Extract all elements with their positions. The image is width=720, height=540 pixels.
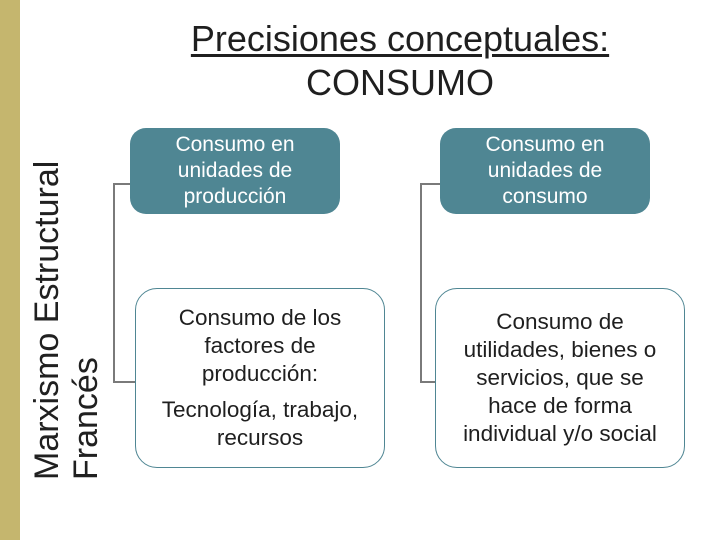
connector-left-vertical bbox=[113, 183, 115, 383]
pill-right: Consumo en unidades de consumo bbox=[440, 128, 650, 214]
box-right: Consumo de utilidades, bienes o servicio… bbox=[435, 288, 685, 468]
diagram-panel: Consumo en unidades de producción Consum… bbox=[105, 118, 705, 518]
title-line1: Precisiones conceptuales: bbox=[110, 18, 690, 60]
connector-left-bottom bbox=[113, 381, 137, 383]
connector-left-top bbox=[113, 183, 131, 185]
connector-right-vertical bbox=[420, 183, 422, 383]
side-label-line1: Marxismo Estructural bbox=[28, 80, 67, 480]
side-rotated-label: Marxismo Estructural Francés bbox=[28, 80, 106, 480]
side-label-line2: Francés bbox=[67, 80, 106, 480]
pill-left-text: Consumo en unidades de producción bbox=[142, 132, 328, 211]
pill-right-text: Consumo en unidades de consumo bbox=[452, 132, 638, 211]
accent-strip bbox=[0, 0, 20, 540]
connector-right-top bbox=[420, 183, 441, 185]
slide-title: Precisiones conceptuales: CONSUMO bbox=[110, 18, 690, 104]
box-left-p1: Consumo de los factores de producción: bbox=[150, 304, 370, 388]
title-line2: CONSUMO bbox=[110, 62, 690, 104]
box-left-p2: Tecnología, trabajo, recursos bbox=[150, 396, 370, 452]
pill-left: Consumo en unidades de producción bbox=[130, 128, 340, 214]
box-right-p1: Consumo de utilidades, bienes o servicio… bbox=[450, 308, 670, 449]
box-left: Consumo de los factores de producción: T… bbox=[135, 288, 385, 468]
